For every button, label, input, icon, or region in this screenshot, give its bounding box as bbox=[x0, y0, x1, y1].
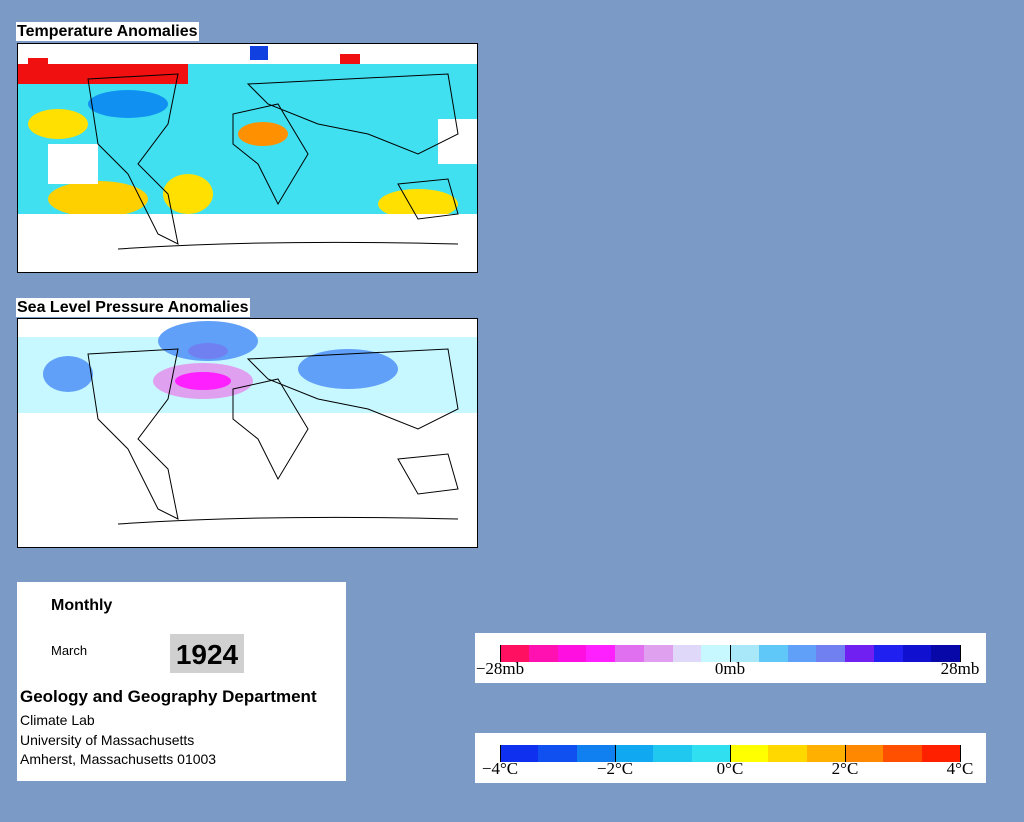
anomaly-field bbox=[28, 58, 48, 66]
color-swatch bbox=[528, 645, 558, 662]
pressure-map bbox=[17, 318, 478, 548]
anomaly-field bbox=[188, 343, 228, 359]
anomaly-field bbox=[28, 109, 88, 139]
color-swatch bbox=[538, 745, 578, 762]
color-swatch bbox=[691, 745, 731, 762]
address-line: Climate Lab bbox=[20, 712, 95, 728]
map-title: Temperature Anomalies bbox=[16, 22, 199, 41]
color-swatch bbox=[845, 645, 875, 662]
map-title: Sea Level Pressure Anomalies bbox=[16, 298, 250, 317]
tick bbox=[730, 745, 731, 762]
color-swatch bbox=[576, 745, 616, 762]
anomaly-field bbox=[88, 90, 168, 118]
anomaly-field bbox=[298, 349, 398, 389]
color-swatch bbox=[768, 745, 808, 762]
color-swatch bbox=[557, 645, 587, 662]
scale-label: 0°C bbox=[716, 759, 744, 778]
anomaly-field bbox=[175, 372, 231, 390]
anomaly-field bbox=[378, 189, 458, 219]
color-swatch bbox=[931, 645, 961, 662]
color-swatch bbox=[672, 645, 702, 662]
color-swatch bbox=[653, 745, 693, 762]
temperature-colorbar: −4°C −2°C 0°C 2°C 4°C bbox=[475, 733, 986, 783]
color-swatch bbox=[730, 645, 760, 662]
color-swatch bbox=[615, 745, 654, 762]
scale-label: −28mb bbox=[475, 659, 525, 678]
color-swatch bbox=[615, 645, 645, 662]
scale-label: −4°C bbox=[481, 759, 519, 778]
coastline bbox=[87, 73, 459, 250]
color-swatch bbox=[806, 745, 846, 762]
missing-data bbox=[438, 119, 477, 164]
anomaly-field bbox=[158, 321, 258, 361]
tick bbox=[960, 745, 961, 762]
color-swatch bbox=[883, 745, 923, 762]
scale-label: 0mb bbox=[714, 659, 746, 678]
tick bbox=[500, 645, 501, 662]
address-line: Amherst, Massachusetts 01003 bbox=[20, 751, 217, 767]
scale-label: 2°C bbox=[831, 759, 859, 778]
year: 1924 bbox=[170, 634, 244, 673]
color-swatch bbox=[701, 645, 731, 662]
tick bbox=[845, 745, 846, 762]
scale-label: −2°C bbox=[596, 759, 634, 778]
anomaly-field bbox=[340, 54, 360, 64]
color-swatch bbox=[643, 645, 673, 662]
tick bbox=[615, 745, 616, 762]
anomaly-field bbox=[43, 356, 93, 392]
color-swatch bbox=[500, 745, 539, 762]
color-swatch bbox=[902, 645, 932, 662]
temperature-map bbox=[17, 43, 478, 273]
department: Geology and Geography Department bbox=[20, 687, 317, 706]
anomaly-field bbox=[238, 122, 288, 146]
tick bbox=[500, 745, 501, 762]
color-swatch bbox=[816, 645, 846, 662]
color-swatch bbox=[873, 645, 903, 662]
address-line: University of Massachusetts bbox=[20, 731, 195, 748]
scale-label: 28mb bbox=[940, 659, 980, 678]
color-swatch bbox=[500, 645, 530, 662]
color-swatch bbox=[921, 745, 961, 762]
tick bbox=[960, 645, 961, 662]
info-panel: Monthly March 1924 Geology and Geography… bbox=[17, 582, 346, 781]
color-swatch bbox=[730, 745, 769, 762]
period: Monthly bbox=[51, 597, 113, 614]
coastline bbox=[87, 348, 459, 525]
pressure-colorbar: −28mb 0mb 28mb bbox=[475, 633, 986, 683]
anomaly-field bbox=[250, 46, 268, 60]
color-swatch bbox=[758, 645, 788, 662]
anomaly-field bbox=[163, 174, 213, 214]
month: March bbox=[51, 643, 88, 658]
color-swatch bbox=[845, 745, 884, 762]
tick bbox=[730, 645, 731, 662]
address: Climate Lab University of Massachusetts Am… bbox=[20, 711, 216, 770]
anomaly-field bbox=[18, 64, 188, 84]
color-swatch bbox=[787, 645, 817, 662]
missing-data bbox=[48, 144, 98, 184]
anomaly-field bbox=[48, 181, 148, 217]
color-swatch bbox=[586, 645, 616, 662]
scale-label: 4°C bbox=[946, 759, 974, 778]
